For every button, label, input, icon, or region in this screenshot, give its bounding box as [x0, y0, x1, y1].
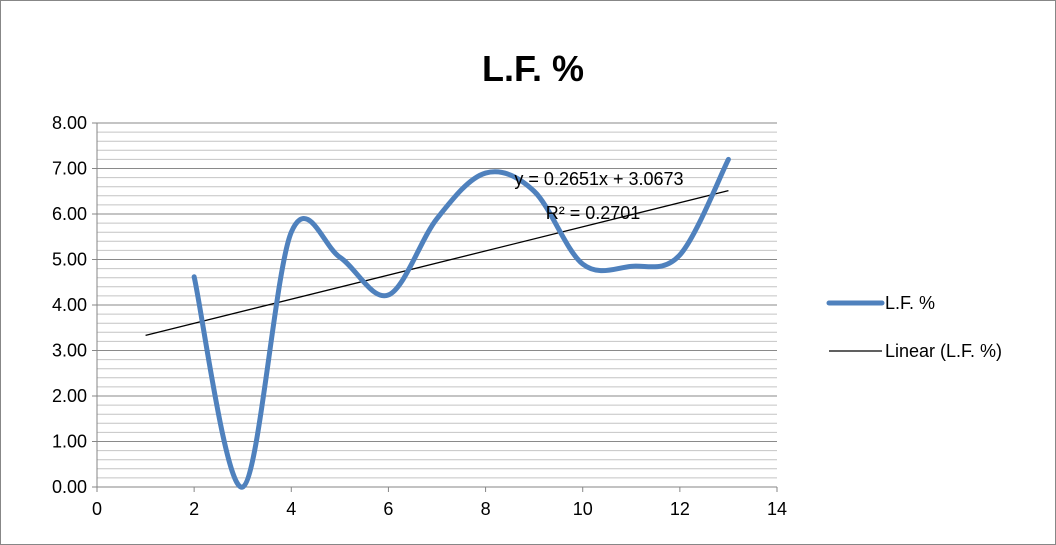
- x-tick-label: 12: [670, 499, 690, 519]
- axes: [92, 122, 778, 492]
- x-tick-label: 2: [189, 499, 199, 519]
- chart-title: L.F. %: [482, 48, 584, 89]
- y-tick-label: 7.00: [52, 159, 87, 179]
- y-tick-label: 1.00: [52, 432, 87, 452]
- trendline-equation: y = 0.2651x + 3.0673: [514, 169, 683, 189]
- x-tick-label: 0: [92, 499, 102, 519]
- y-tick-label: 6.00: [52, 204, 87, 224]
- trendline-linear: [145, 190, 729, 337]
- x-tick-label: 14: [767, 499, 787, 519]
- x-tick-label: 4: [286, 499, 296, 519]
- trendline-layer: [145, 190, 729, 337]
- x-axis-tick-labels: 0 2 4 6 8 10 12 14: [92, 499, 787, 519]
- y-tick-label: 2.00: [52, 386, 87, 406]
- series-layer: [191, 156, 731, 490]
- legend: L.F. % Linear (L.F. %): [826, 293, 1002, 361]
- legend-label-lf-percent: L.F. %: [885, 293, 935, 313]
- legend-label-linear-trendline: Linear (L.F. %): [885, 341, 1002, 361]
- y-tick-label: 8.00: [52, 113, 87, 133]
- series-line-lf-percent: [191, 156, 731, 490]
- x-tick-label: 8: [481, 499, 491, 519]
- y-tick-label: 3.00: [52, 341, 87, 361]
- y-tick-label: 0.00: [52, 477, 87, 497]
- y-axis-tick-labels: 0.00 1.00 2.00 3.00 4.00 5.00 6.00 7.00 8.00: [52, 113, 87, 497]
- trendline-r-squared: R² = 0.2701: [546, 203, 641, 223]
- y-tick-label: 5.00: [52, 250, 87, 270]
- x-tick-label: 6: [383, 499, 393, 519]
- x-tick-label: 10: [573, 499, 593, 519]
- y-tick-label: 4.00: [52, 295, 87, 315]
